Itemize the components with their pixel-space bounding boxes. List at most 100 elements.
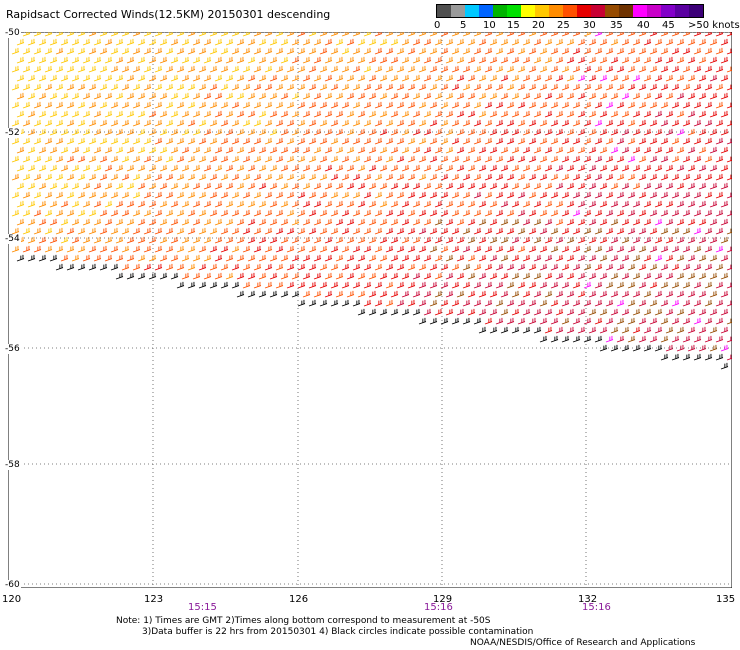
- wind-barb: [82, 146, 91, 154]
- wind-barb: [363, 263, 372, 271]
- wind-barb: [38, 182, 47, 190]
- wind-barb: [572, 47, 581, 55]
- wind-barb: [159, 272, 168, 280]
- wind-barb: [55, 137, 64, 145]
- wind-barb: [390, 272, 399, 280]
- wind-barb: [583, 281, 592, 289]
- wind-barb: [451, 65, 460, 73]
- wind-barb: [577, 38, 586, 46]
- wind-barb: [313, 38, 322, 46]
- wind-barb: [192, 254, 201, 262]
- wind-barb: [165, 137, 174, 145]
- wind-barb: [346, 254, 355, 262]
- wind-barb: [709, 236, 718, 244]
- wind-barb: [544, 182, 553, 190]
- wind-barb: [60, 182, 69, 190]
- wind-barb: [165, 191, 174, 199]
- wind-barb: [605, 209, 614, 217]
- wind-barb: [341, 119, 350, 127]
- wind-barb: [484, 245, 493, 253]
- wind-barb: [693, 353, 702, 361]
- wind-barb: [654, 236, 663, 244]
- wind-barb: [390, 236, 399, 244]
- wind-barb: [544, 200, 553, 208]
- wind-barb: [280, 110, 289, 118]
- wind-barb: [412, 146, 421, 154]
- wind-barb: [363, 209, 372, 217]
- wind-barb: [682, 353, 691, 361]
- wind-barb: [209, 119, 218, 127]
- wind-barb: [555, 218, 564, 226]
- wind-barb: [671, 263, 680, 271]
- wind-barb: [209, 281, 218, 289]
- wind-barb: [352, 65, 361, 73]
- wind-barb: [275, 209, 284, 217]
- wind-barb: [484, 155, 493, 163]
- wind-barb: [341, 32, 350, 37]
- wind-barb: [148, 56, 157, 64]
- wind-barb: [165, 155, 174, 163]
- wind-barb: [715, 227, 724, 235]
- wind-barb: [599, 182, 608, 190]
- wind-barb: [704, 155, 713, 163]
- wind-barb: [720, 92, 729, 100]
- wind-barb: [627, 65, 636, 73]
- wind-barb: [489, 200, 498, 208]
- wind-barb: [676, 146, 685, 154]
- wind-barb: [379, 146, 388, 154]
- wind-barb: [396, 227, 405, 235]
- wind-barb: [418, 83, 427, 91]
- wind-barb: [401, 290, 410, 298]
- wind-barb: [159, 236, 168, 244]
- wind-barb: [346, 290, 355, 298]
- wind-barb: [506, 173, 515, 181]
- wind-barb: [671, 32, 680, 37]
- wind-barb: [253, 191, 262, 199]
- wind-barb: [533, 146, 542, 154]
- wind-barb: [451, 263, 460, 271]
- wind-barb: [423, 290, 432, 298]
- wind-barb: [704, 173, 713, 181]
- wind-barb: [242, 65, 251, 73]
- wind-barb: [159, 200, 168, 208]
- wind-barb: [500, 290, 509, 298]
- wind-barb: [55, 83, 64, 91]
- wind-barb: [16, 200, 25, 208]
- wind-barb: [621, 146, 630, 154]
- wind-barb: [605, 65, 614, 73]
- wind-barb: [324, 164, 333, 172]
- wind-barb: [632, 308, 641, 316]
- wind-barb: [302, 92, 311, 100]
- wind-barb: [93, 182, 102, 190]
- wind-barb: [462, 83, 471, 91]
- wind-barb: [687, 308, 696, 316]
- wind-barb: [478, 56, 487, 64]
- wind-barb: [11, 191, 20, 199]
- wind-barb: [704, 335, 713, 343]
- wind-barb: [154, 119, 163, 127]
- wind-barb: [82, 38, 91, 46]
- wind-barb: [726, 66, 732, 73]
- wind-barb: [401, 38, 410, 46]
- wind-barb: [187, 191, 196, 199]
- wind-barb: [693, 317, 702, 325]
- wind-barb: [27, 218, 36, 226]
- wind-barb: [126, 182, 135, 190]
- wind-barb: [242, 245, 251, 253]
- wind-barb: [154, 173, 163, 181]
- wind-barb: [165, 263, 174, 271]
- wind-barb: [522, 200, 531, 208]
- wind-barb: [654, 38, 663, 46]
- wind-barb: [550, 263, 559, 271]
- wind-barb: [55, 47, 64, 55]
- wind-barb: [71, 128, 80, 136]
- wind-barb: [627, 209, 636, 217]
- wind-barb: [126, 146, 135, 154]
- wind-barb: [407, 32, 416, 37]
- wind-barb: [38, 218, 47, 226]
- wind-barb: [594, 299, 603, 307]
- wind-barb: [506, 299, 515, 307]
- wind-barb: [434, 74, 443, 82]
- wind-barb: [654, 308, 663, 316]
- wind-barb: [671, 173, 680, 181]
